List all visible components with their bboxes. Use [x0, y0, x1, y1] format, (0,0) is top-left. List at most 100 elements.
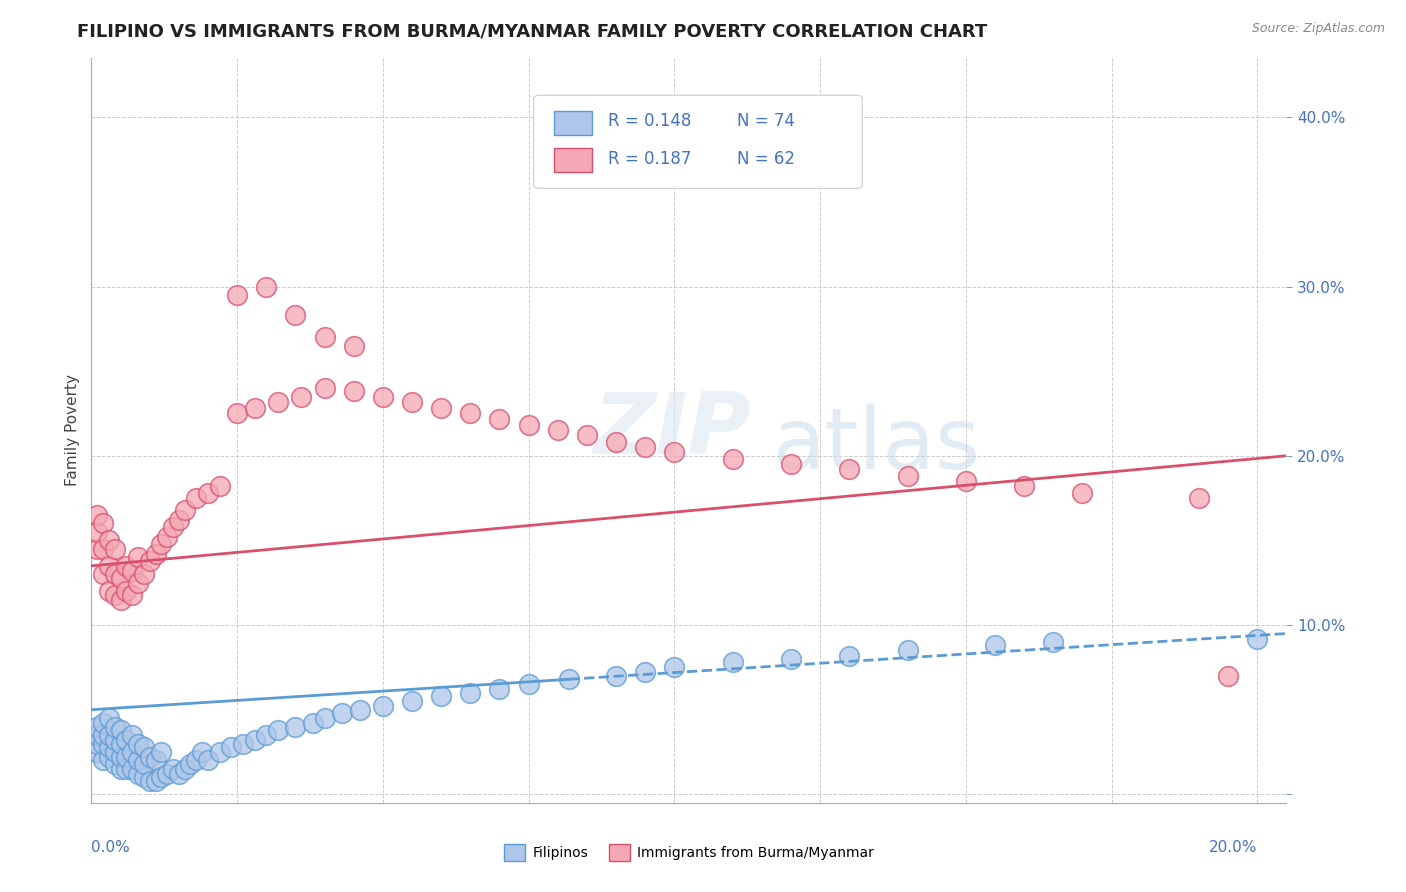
- Point: [127, 767, 149, 781]
- Point: [167, 767, 190, 781]
- Point: [97, 533, 120, 548]
- Point: [150, 745, 173, 759]
- Point: [179, 756, 201, 771]
- Point: [91, 567, 114, 582]
- Point: [167, 513, 190, 527]
- Point: [186, 754, 208, 768]
- Point: [115, 584, 138, 599]
- Point: [86, 720, 108, 734]
- Point: [173, 762, 195, 776]
- Point: [115, 558, 138, 573]
- Point: [138, 773, 160, 788]
- Point: [145, 754, 167, 768]
- Point: [97, 728, 120, 742]
- Point: [197, 486, 219, 500]
- Point: [267, 723, 290, 737]
- Point: [349, 703, 371, 717]
- Text: atlas: atlas: [772, 404, 980, 487]
- Point: [575, 428, 598, 442]
- Text: 0.0%: 0.0%: [91, 840, 131, 855]
- Point: [517, 677, 540, 691]
- Point: [156, 767, 179, 781]
- Point: [430, 401, 453, 416]
- Point: [110, 571, 132, 585]
- Point: [226, 407, 249, 421]
- Point: [150, 771, 173, 785]
- Point: [401, 394, 423, 409]
- Point: [91, 754, 114, 768]
- Point: [97, 750, 120, 764]
- Point: [132, 567, 155, 582]
- Point: [1071, 486, 1094, 500]
- Point: [343, 339, 366, 353]
- Point: [401, 694, 423, 708]
- Point: [226, 288, 249, 302]
- Text: FILIPINO VS IMMIGRANTS FROM BURMA/MYANMAR FAMILY POVERTY CORRELATION CHART: FILIPINO VS IMMIGRANTS FROM BURMA/MYANMA…: [77, 22, 987, 40]
- Text: R = 0.148: R = 0.148: [607, 112, 690, 130]
- Point: [127, 754, 149, 768]
- Point: [984, 639, 1007, 653]
- Point: [121, 762, 143, 776]
- Point: [243, 401, 266, 416]
- FancyBboxPatch shape: [534, 95, 862, 188]
- Point: [1218, 669, 1240, 683]
- Text: Source: ZipAtlas.com: Source: ZipAtlas.com: [1251, 22, 1385, 36]
- Point: [138, 554, 160, 568]
- Point: [91, 728, 114, 742]
- Point: [605, 669, 627, 683]
- Point: [104, 541, 127, 556]
- Point: [86, 524, 108, 539]
- Point: [517, 418, 540, 433]
- Point: [91, 541, 114, 556]
- Point: [371, 390, 394, 404]
- Text: 20.0%: 20.0%: [1209, 840, 1257, 855]
- Point: [838, 648, 860, 663]
- Point: [115, 750, 138, 764]
- Point: [896, 643, 918, 657]
- Point: [86, 541, 108, 556]
- FancyBboxPatch shape: [554, 148, 592, 172]
- Point: [127, 550, 149, 565]
- Point: [634, 440, 657, 454]
- Point: [104, 720, 127, 734]
- Point: [605, 435, 627, 450]
- Point: [91, 516, 114, 531]
- Point: [162, 520, 184, 534]
- Point: [86, 737, 108, 751]
- Point: [132, 756, 155, 771]
- Point: [838, 462, 860, 476]
- Point: [314, 711, 336, 725]
- Point: [488, 682, 510, 697]
- Point: [162, 762, 184, 776]
- Point: [232, 737, 254, 751]
- Text: R = 0.187: R = 0.187: [607, 150, 690, 168]
- Point: [121, 588, 143, 602]
- Point: [780, 457, 803, 471]
- Point: [558, 672, 581, 686]
- FancyBboxPatch shape: [554, 111, 592, 135]
- Point: [284, 308, 307, 322]
- Point: [243, 733, 266, 747]
- Point: [115, 762, 138, 776]
- Point: [955, 474, 977, 488]
- Point: [721, 452, 744, 467]
- Point: [91, 716, 114, 731]
- Point: [150, 537, 173, 551]
- Point: [460, 686, 482, 700]
- Point: [104, 756, 127, 771]
- Point: [127, 737, 149, 751]
- Point: [86, 508, 108, 522]
- Point: [896, 469, 918, 483]
- Point: [110, 592, 132, 607]
- Point: [664, 660, 686, 674]
- Point: [97, 739, 120, 754]
- Y-axis label: Family Poverty: Family Poverty: [65, 375, 80, 486]
- Point: [721, 655, 744, 669]
- Point: [156, 530, 179, 544]
- Point: [91, 737, 114, 751]
- Text: N = 62: N = 62: [737, 150, 794, 168]
- Point: [121, 728, 143, 742]
- Point: [1042, 635, 1064, 649]
- Point: [138, 750, 160, 764]
- Point: [191, 745, 214, 759]
